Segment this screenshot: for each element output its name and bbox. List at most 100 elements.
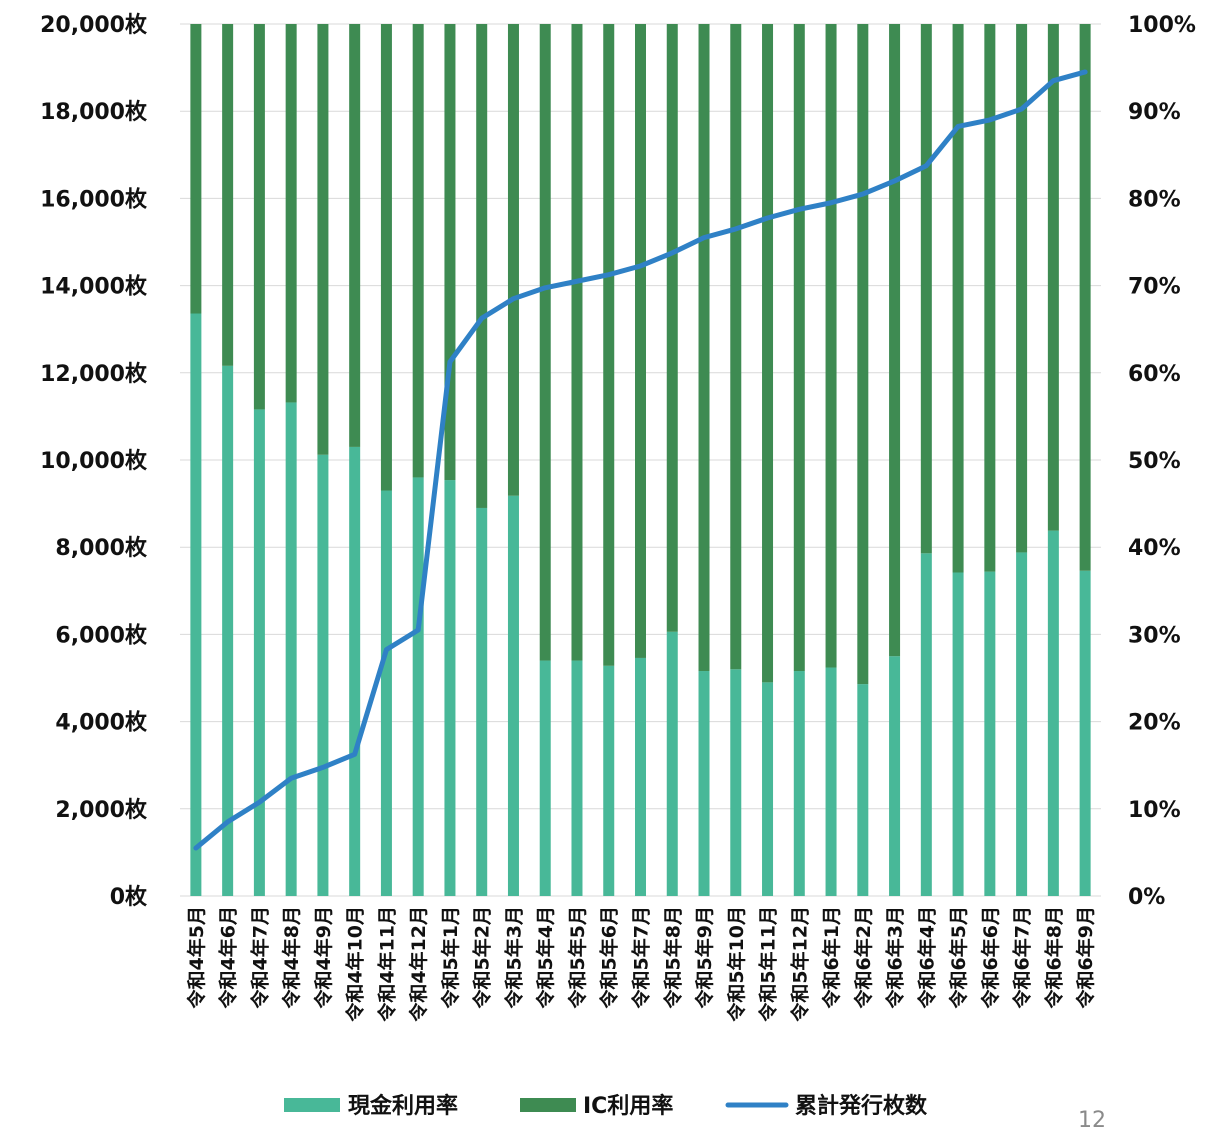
bar-ic: [507, 24, 519, 496]
x-tick-label: 令和5年1月: [439, 906, 462, 1008]
x-tick-label: 令和5年12月: [788, 906, 811, 1022]
right-tick-label: 10%: [1128, 798, 1181, 823]
right-tick-label: 90%: [1128, 100, 1181, 125]
bar-cash: [253, 409, 265, 896]
bar-cash: [730, 669, 742, 896]
x-tick-label: 令和4年10月: [344, 906, 367, 1022]
bar-cash: [762, 682, 774, 896]
bar-ic: [666, 24, 678, 632]
bar-ic: [635, 24, 646, 658]
left-tick-label: 20,000枚: [40, 12, 147, 38]
bar-cash: [380, 490, 392, 896]
bar-ic: [349, 24, 361, 447]
bar-cash: [507, 495, 519, 896]
x-tick-label: 令和6年2月: [852, 906, 875, 1008]
x-tick-label: 令和5年2月: [471, 906, 494, 1008]
legend-label-cash: 現金利用率: [348, 1093, 458, 1119]
bar-ic: [222, 24, 234, 366]
bar-cash: [444, 480, 456, 896]
bar-ic: [1079, 24, 1091, 571]
bar-ic: [920, 24, 932, 554]
bar-cash: [349, 446, 361, 896]
bar-ic: [952, 24, 964, 573]
x-tick-label: 令和4年7月: [248, 906, 271, 1008]
bar-ic: [1016, 24, 1028, 553]
x-tick-label: 令和6年4月: [915, 906, 938, 1008]
x-tick-label: 令和5年3月: [502, 906, 525, 1008]
bars-group: [190, 24, 1091, 897]
bar-cash: [825, 667, 837, 896]
bar-cash: [1047, 530, 1059, 896]
x-tick-label: 令和5年10月: [725, 906, 748, 1022]
legend-label-ic: IC利用率: [583, 1093, 673, 1119]
bar-ic: [253, 24, 265, 410]
line-series-group: [193, 69, 1088, 851]
bar-cash: [190, 313, 202, 896]
bar-ic: [285, 24, 297, 403]
bar-cash: [571, 660, 583, 896]
bar-ic: [412, 24, 424, 478]
bar-ic: [825, 24, 837, 668]
bar-cash: [635, 657, 646, 896]
x-tick-label: 令和6年9月: [1074, 906, 1097, 1008]
x-tick-label: 令和6年7月: [1011, 906, 1034, 1008]
bar-cash: [1079, 570, 1091, 896]
x-tick-label: 令和6年8月: [1042, 906, 1065, 1008]
page-number: 12: [1078, 1108, 1106, 1133]
bar-ic: [730, 24, 742, 670]
bar-cash: [666, 631, 678, 896]
left-tick-label: 6,000枚: [55, 622, 147, 648]
x-tick-label: 令和5年4月: [534, 906, 557, 1008]
bar-cash: [1016, 552, 1028, 896]
left-tick-label: 4,000枚: [55, 710, 147, 736]
right-tick-label: 30%: [1128, 623, 1181, 648]
left-tick-label: 8,000枚: [55, 535, 147, 561]
x-tick-label: 令和4年5月: [185, 906, 208, 1008]
x-tick-label: 令和4年6月: [217, 906, 240, 1008]
bar-ic: [476, 24, 488, 508]
bar-ic: [190, 24, 202, 314]
bar-ic: [571, 24, 583, 661]
bar-cash: [920, 553, 932, 896]
right-tick-label: 20%: [1128, 711, 1181, 736]
legend-label-cumulative: 累計発行枚数: [795, 1093, 928, 1119]
left-tick-label: 18,000枚: [40, 99, 147, 125]
legend-swatch-cash: [284, 1098, 340, 1112]
legend: 現金利用率 IC利用率 累計発行枚数: [284, 1093, 928, 1119]
bar-cash: [539, 660, 551, 896]
bar-cash: [857, 684, 869, 896]
bar-cash: [698, 671, 710, 896]
x-tick-label: 令和5年5月: [566, 906, 589, 1008]
x-tick-label: 令和4年12月: [407, 906, 430, 1022]
bar-ic: [857, 24, 869, 685]
bar-ic: [317, 24, 329, 455]
x-tick-label: 令和4年8月: [280, 906, 303, 1008]
x-tick-label: 令和5年11月: [757, 906, 780, 1022]
bar-ic: [984, 24, 996, 572]
right-tick-label: 70%: [1128, 275, 1181, 300]
bar-cash: [317, 454, 329, 896]
right-axis-ticks: 0% 10% 20% 30% 40% 50% 60% 70% 80% 90% 100%: [1128, 13, 1196, 910]
x-axis-ticks: 令和4年5月 令和4年6月 令和4年7月 令和4年8月 令和4年9月 令和4年10月 令和4…: [185, 906, 1097, 1022]
line-cumulative: [193, 69, 1088, 851]
right-tick-label: 60%: [1128, 362, 1181, 387]
bar-cash: [603, 665, 615, 896]
bar-ic: [889, 24, 901, 657]
bar-cash: [793, 671, 805, 896]
x-tick-label: 令和5年9月: [693, 906, 716, 1008]
x-tick-label: 令和6年6月: [979, 906, 1002, 1008]
x-tick-label: 令和5年8月: [661, 906, 684, 1008]
x-tick-label: 令和4年9月: [312, 906, 335, 1008]
left-tick-label: 14,000枚: [40, 274, 147, 300]
legend-swatch-ic: [520, 1098, 576, 1112]
left-tick-label: 10,000枚: [40, 448, 147, 474]
x-tick-label: 令和5年6月: [598, 906, 621, 1008]
left-tick-label: 16,000枚: [40, 186, 147, 212]
x-tick-label: 令和5年7月: [630, 906, 653, 1008]
bar-cash: [984, 571, 996, 896]
right-tick-label: 50%: [1128, 449, 1181, 474]
left-axis-ticks: 0枚 2,000枚 4,000枚 6,000枚 8,000枚 10,000枚 12,000枚…: [40, 12, 147, 910]
bar-cash: [476, 507, 488, 896]
bar-ic: [1047, 24, 1059, 531]
